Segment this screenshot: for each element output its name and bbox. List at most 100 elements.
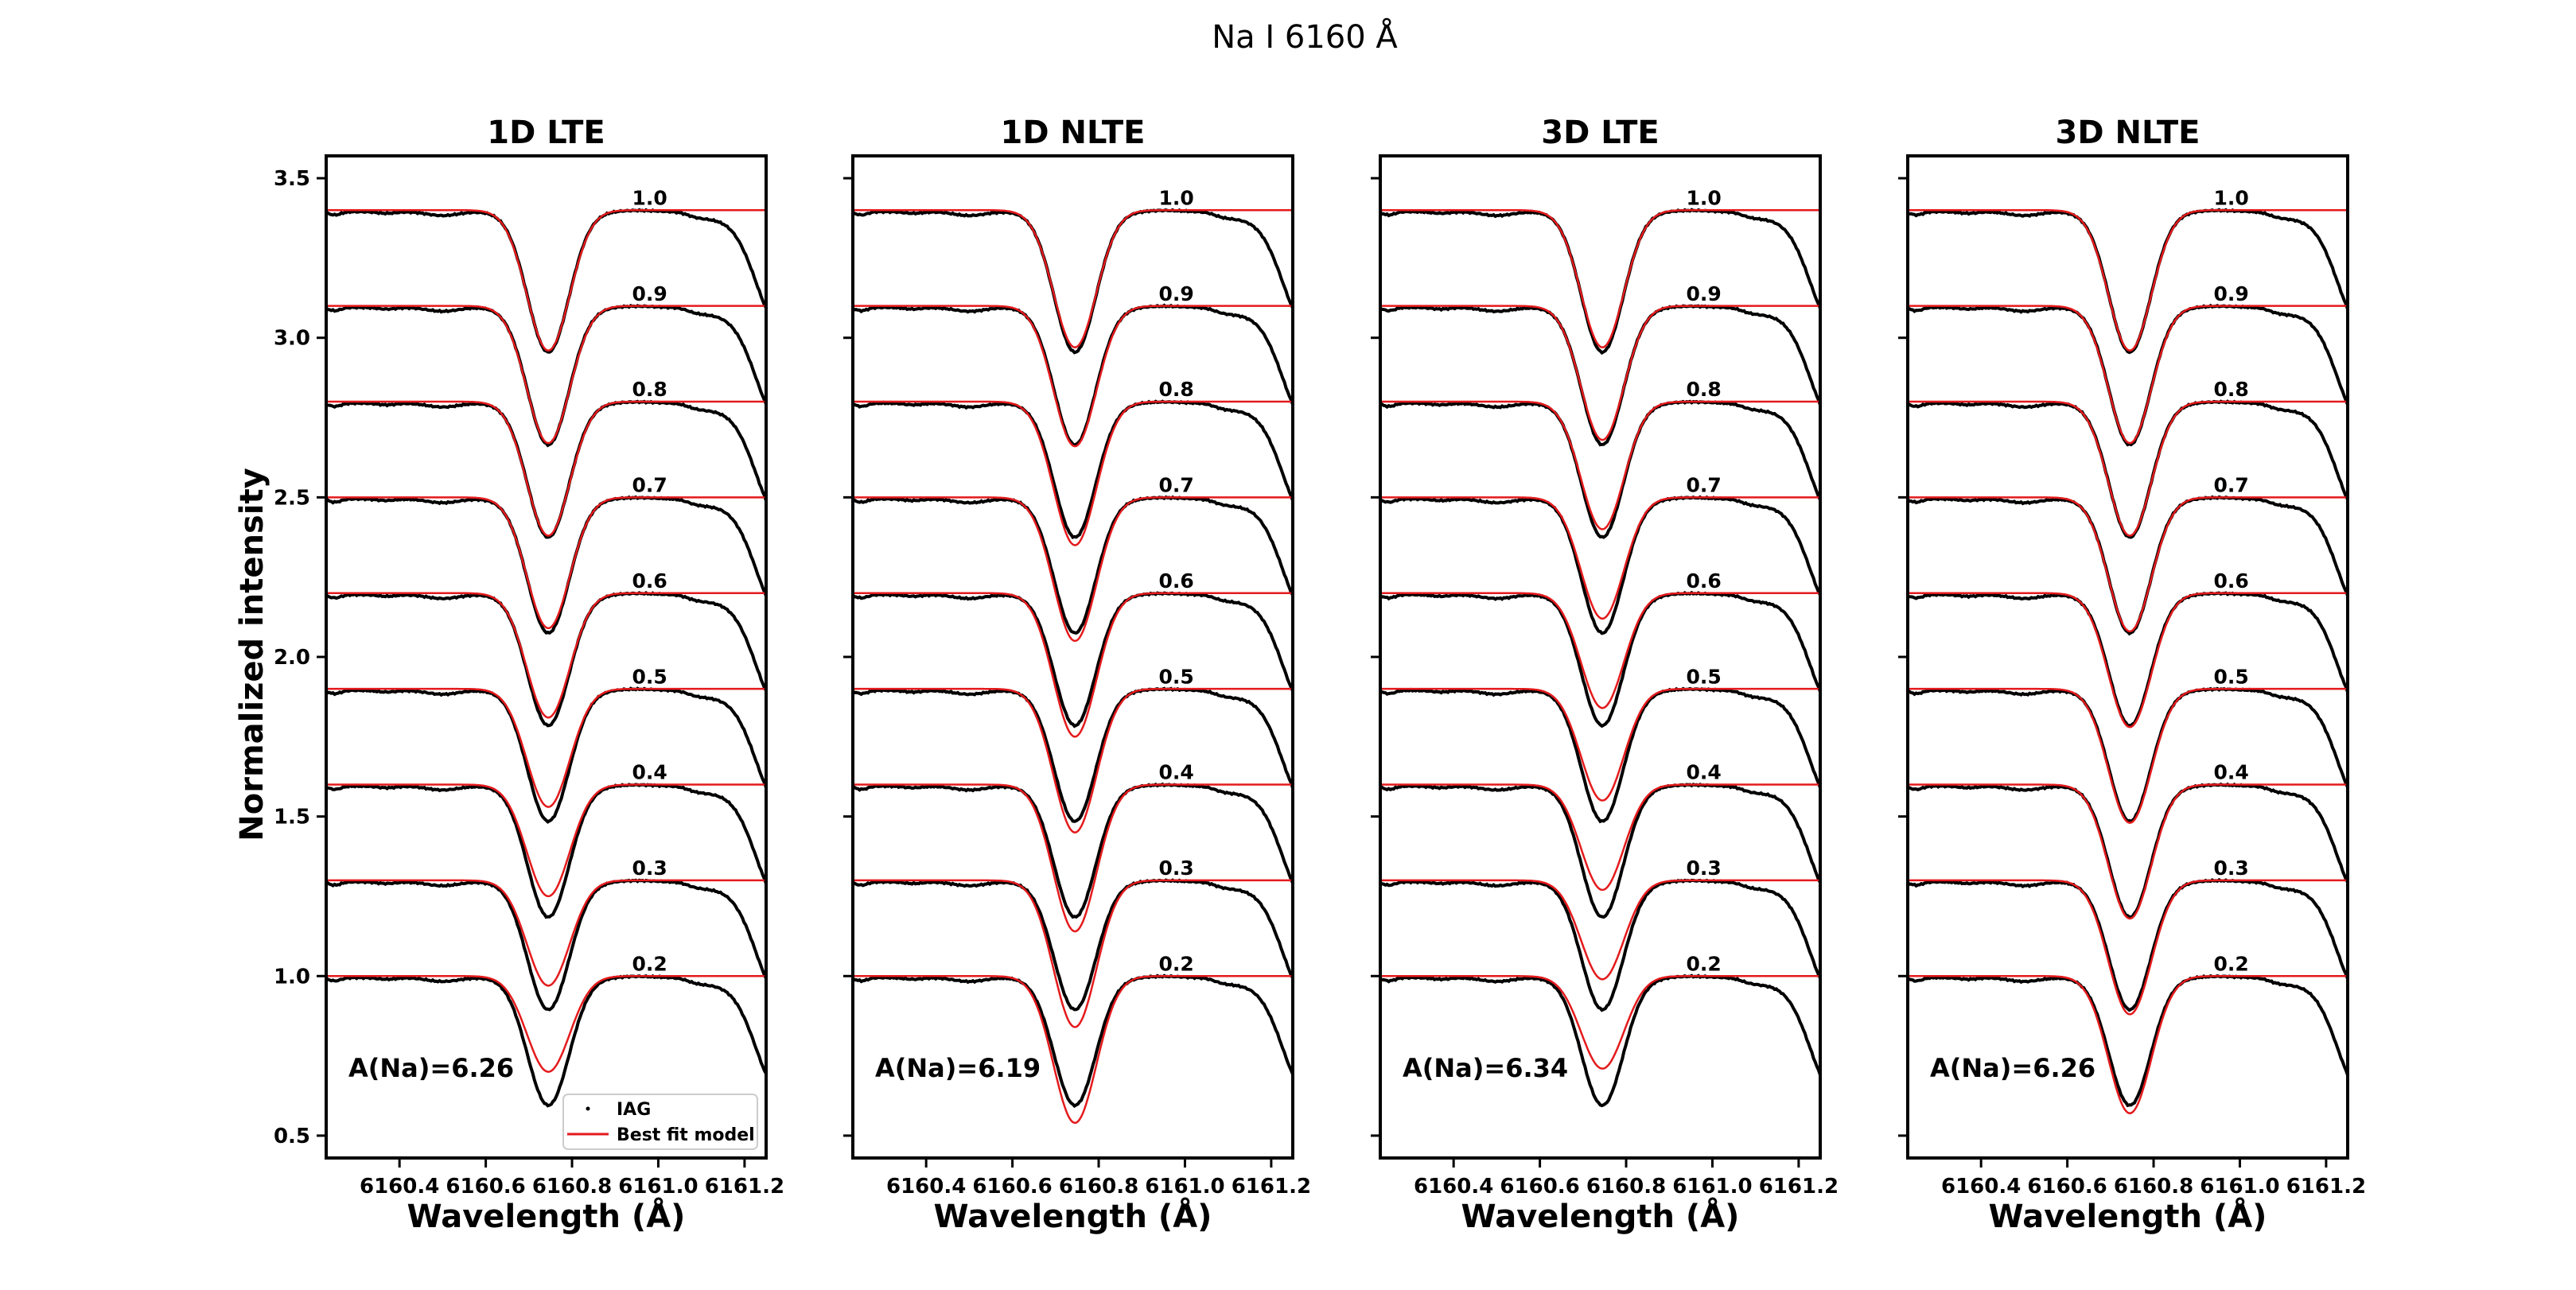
abundance-label: A(Na)=6.34	[1403, 1053, 1568, 1083]
model-spectrum-mu-0.2	[326, 975, 766, 1073]
observed-spectrum-mu-0.7	[1908, 495, 2348, 636]
mu-label: 0.2	[1686, 952, 1721, 975]
mu-label: 0.5	[2213, 665, 2248, 688]
y-tick-label: 1.5	[274, 806, 310, 830]
observed-spectrum-mu-0.2	[326, 973, 766, 1108]
mu-label: 0.8	[2213, 378, 2248, 401]
mu-label: 0.3	[1686, 857, 1721, 880]
mu-label: 0.6	[1158, 569, 1193, 593]
mu-label: 0.8	[1686, 378, 1721, 401]
model-spectrum-mu-1.0	[1380, 208, 1820, 348]
x-tick-label: 6160.4	[1941, 1175, 2021, 1199]
mu-label: 0.2	[632, 952, 667, 975]
observed-spectrum-mu-0.4	[1380, 783, 1820, 919]
x-tick-label: 6161.0	[1145, 1175, 1224, 1199]
mu-label: 0.6	[632, 569, 667, 593]
observed-spectrum-mu-0.7	[853, 495, 1293, 635]
panel-title: 3D LTE	[1541, 115, 1659, 151]
observed-spectrum-mu-0.4	[853, 782, 1293, 919]
mu-label: 0.3	[632, 857, 667, 880]
observed-spectrum-mu-0.3	[1380, 878, 1820, 1012]
model-spectrum-mu-0.2	[1380, 975, 1820, 1070]
x-axis-label: Wavelength (Å)	[1461, 1196, 1740, 1235]
model-spectrum-mu-0.5	[853, 687, 1293, 833]
observed-spectrum-mu-0.3	[326, 878, 766, 1012]
panel-title: 3D NLTE	[2056, 115, 2200, 151]
model-spectrum-mu-0.5	[1380, 687, 1820, 802]
legend-label-model: Best fit model	[617, 1125, 755, 1145]
panel-curves	[853, 208, 1293, 1125]
observed-spectrum-mu-1.0	[326, 208, 766, 354]
abundance-label: A(Na)=6.26	[1930, 1053, 2095, 1083]
x-tick-label: 6161.0	[2200, 1175, 2279, 1199]
mu-label: 0.9	[1158, 282, 1193, 305]
model-spectrum-mu-0.8	[326, 400, 766, 537]
x-tick-label: 6160.6	[2027, 1175, 2107, 1199]
observed-spectrum-mu-0.9	[1380, 304, 1820, 447]
x-axis-label: Wavelength (Å)	[407, 1196, 686, 1235]
x-axis-label: Wavelength (Å)	[1989, 1196, 2267, 1235]
legend: IAG Best fit model	[562, 1094, 758, 1150]
observed-spectrum-mu-0.8	[326, 399, 766, 539]
x-axis-label: Wavelength (Å)	[934, 1196, 1212, 1235]
panel-curves	[326, 208, 766, 1108]
model-spectrum-mu-0.3	[326, 879, 766, 987]
observed-spectrum-mu-0.6	[326, 590, 766, 728]
observed-spectrum-mu-1.0	[1380, 208, 1820, 356]
observed-spectrum-mu-0.5	[1380, 686, 1820, 824]
observed-spectrum-mu-0.5	[326, 686, 766, 824]
mu-label: 0.7	[1686, 474, 1721, 497]
x-tick-label: 6160.6	[1500, 1175, 1579, 1199]
model-spectrum-mu-1.0	[326, 208, 766, 352]
x-tick-label: 6160.8	[2114, 1175, 2193, 1199]
model-spectrum-mu-0.4	[326, 783, 766, 898]
mu-label: 0.3	[1158, 857, 1193, 880]
x-tick-label: 6160.4	[360, 1175, 439, 1199]
observed-spectrum-mu-0.9	[1908, 303, 2348, 447]
figure-title: Na I 6160 Å	[1212, 17, 1398, 56]
x-tick-label: 6160.8	[532, 1175, 612, 1199]
model-spectrum-mu-0.2	[1908, 975, 2348, 1115]
model-spectrum-mu-0.8	[853, 400, 1293, 546]
mu-label: 0.2	[1158, 952, 1193, 975]
mu-label: 1.0	[1686, 186, 1721, 209]
observed-spectrum-mu-1.0	[853, 208, 1293, 355]
observed-spectrum-mu-0.7	[1380, 495, 1820, 635]
mu-label: 0.5	[632, 665, 667, 688]
panel-curves	[1908, 208, 2348, 1115]
mu-label: 0.9	[1686, 282, 1721, 305]
observed-spectrum-mu-0.6	[1380, 590, 1820, 729]
x-tick-label: 6161.0	[618, 1175, 698, 1199]
x-tick-label: 6161.2	[1232, 1175, 1311, 1199]
observed-spectrum-mu-0.5	[1908, 686, 2348, 823]
model-spectrum-mu-0.3	[1908, 879, 2348, 1016]
model-spectrum-mu-0.9	[1380, 305, 1820, 441]
x-tick-label: 6160.8	[1059, 1175, 1138, 1199]
mu-label: 0.2	[2213, 952, 2248, 975]
x-tick-label: 6160.8	[1586, 1175, 1666, 1199]
y-axis-label: Normalized intensity	[234, 468, 270, 841]
model-spectrum-mu-0.3	[853, 879, 1293, 1028]
observed-spectrum-mu-0.2	[1908, 973, 2348, 1108]
mu-label: 0.5	[1686, 665, 1721, 688]
observed-spectrum-mu-0.9	[853, 303, 1293, 448]
observed-spectrum-mu-1.0	[1908, 208, 2348, 355]
mu-label: 1.0	[2213, 186, 2248, 209]
x-tick-label: 6161.2	[1759, 1175, 1839, 1199]
panel-1: 1D LTE 1.0 0.9 0.8 0.7 0.6 0.5 0.4 0.3 0.2 6160.4 6…	[274, 115, 784, 1235]
mu-label: 0.8	[632, 378, 667, 401]
y-tick-label: 2.0	[274, 646, 310, 670]
abundance-label: A(Na)=6.19	[875, 1053, 1041, 1083]
panel-2: 1D NLTE 1.0 0.9 0.8 0.7 0.6 0.5 0.4 0.3 0.2 6160.4…	[843, 115, 1311, 1235]
legend-box	[562, 1094, 758, 1150]
x-tick-label: 6161.0	[1672, 1175, 1752, 1199]
panel-title: 1D LTE	[487, 115, 605, 151]
x-tick-label: 6161.2	[705, 1175, 784, 1199]
observed-spectrum-mu-0.8	[853, 399, 1293, 540]
mu-label: 0.7	[1158, 474, 1193, 497]
panel-3: 3D LTE 1.0 0.9 0.8 0.7 0.6 0.5 0.4 0.3 0.2 6160.4 6…	[1371, 115, 1839, 1235]
x-tick-label: 6160.6	[446, 1175, 525, 1199]
mu-label: 0.9	[2213, 282, 2248, 305]
